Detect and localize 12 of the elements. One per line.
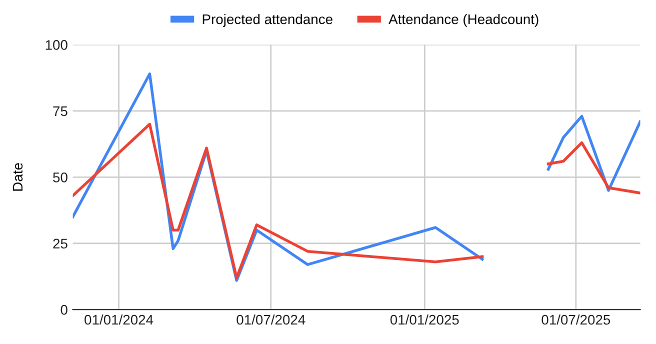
y-tick-label: 100	[46, 40, 68, 50]
y-axis-title: Date	[12, 163, 23, 191]
y-tick-label: 0	[60, 304, 68, 315]
x-tick-label: 01/07/2025	[542, 314, 610, 325]
x-tick-label: 01/01/2024	[84, 314, 154, 325]
x-tick-label: 01/01/2025	[390, 314, 459, 325]
y-tick-label: 50	[53, 172, 68, 182]
y-tick-label: 25	[53, 238, 68, 249]
legend-label: Attendance (Headcount)	[388, 14, 538, 27]
legend-label: Projected attendance	[202, 14, 332, 27]
x-tick-label: 01/07/2024	[236, 314, 306, 325]
y-tick-label: 75	[53, 106, 68, 116]
